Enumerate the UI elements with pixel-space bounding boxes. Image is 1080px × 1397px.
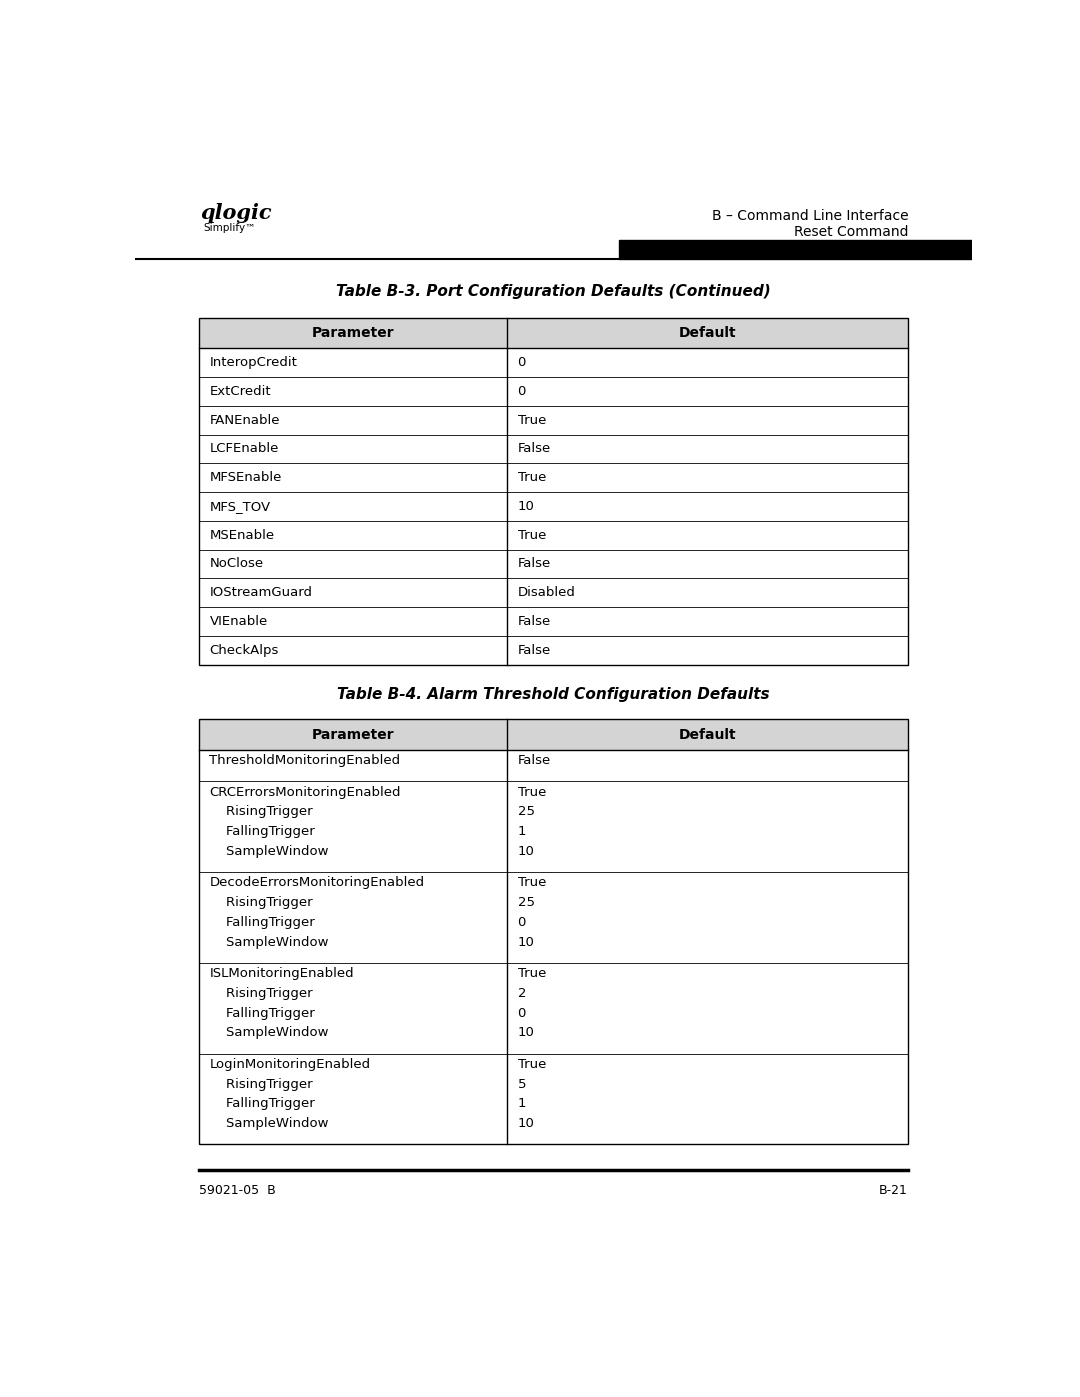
Text: 1: 1 [517, 826, 526, 838]
Bar [200, 319, 907, 348]
Text: CRCErrorsMonitoringEnabled: CRCErrorsMonitoringEnabled [210, 785, 401, 799]
Text: RisingTrigger: RisingTrigger [210, 895, 313, 909]
Text: SampleWindow: SampleWindow [210, 1027, 329, 1039]
Text: VIEnable: VIEnable [210, 615, 268, 629]
Text: 0: 0 [517, 916, 526, 929]
Text: True: True [517, 967, 545, 981]
Text: FallingTrigger: FallingTrigger [210, 916, 315, 929]
Text: Table B-4. Alarm Threshold Configuration Defaults: Table B-4. Alarm Threshold Configuration… [337, 687, 770, 703]
Text: ThresholdMonitoringEnabled: ThresholdMonitoringEnabled [210, 754, 401, 767]
Text: True: True [517, 876, 545, 890]
Text: True: True [517, 414, 545, 426]
Text: MFS_TOV: MFS_TOV [210, 500, 271, 513]
Text: IOStreamGuard: IOStreamGuard [210, 587, 312, 599]
Text: True: True [517, 528, 545, 542]
Text: B – Command Line Interface: B – Command Line Interface [712, 210, 908, 224]
Text: 1: 1 [517, 1098, 526, 1111]
Bar [619, 240, 972, 258]
Text: 0: 0 [517, 356, 526, 369]
Text: SampleWindow: SampleWindow [210, 1118, 329, 1130]
Text: ISLMonitoringEnabled: ISLMonitoringEnabled [210, 967, 354, 981]
Text: Parameter: Parameter [312, 327, 395, 341]
Text: Reset Command: Reset Command [794, 225, 908, 239]
Text: RisingTrigger: RisingTrigger [210, 1077, 313, 1091]
Text: False: False [517, 557, 551, 570]
Text: LCFEnable: LCFEnable [210, 443, 279, 455]
Text: qlogic: qlogic [200, 203, 272, 222]
Text: 25: 25 [517, 805, 535, 819]
Text: 10: 10 [517, 1118, 535, 1130]
Text: 5: 5 [517, 1077, 526, 1091]
Text: False: False [517, 644, 551, 657]
Text: B-21: B-21 [879, 1185, 907, 1197]
Text: FANEnable: FANEnable [210, 414, 280, 426]
Bar [200, 719, 907, 1144]
Text: 25: 25 [517, 895, 535, 909]
Text: InteropCredit: InteropCredit [210, 356, 297, 369]
Text: LoginMonitoringEnabled: LoginMonitoringEnabled [210, 1058, 370, 1071]
Bar [200, 719, 907, 750]
Text: FallingTrigger: FallingTrigger [210, 826, 315, 838]
Text: 10: 10 [517, 500, 535, 513]
Text: True: True [517, 471, 545, 485]
Text: Table B-3. Port Configuration Defaults (Continued): Table B-3. Port Configuration Defaults (… [336, 284, 771, 299]
Text: SampleWindow: SampleWindow [210, 936, 329, 949]
Text: 10: 10 [517, 1027, 535, 1039]
Text: MFSEnable: MFSEnable [210, 471, 282, 485]
Text: Simplify™: Simplify™ [204, 224, 256, 233]
Text: 2: 2 [517, 986, 526, 1000]
Text: False: False [517, 754, 551, 767]
Text: 0: 0 [517, 1007, 526, 1020]
Text: True: True [517, 1058, 545, 1071]
Text: Disabled: Disabled [517, 587, 576, 599]
Bar [200, 319, 907, 665]
Text: 10: 10 [517, 845, 535, 858]
Text: FallingTrigger: FallingTrigger [210, 1098, 315, 1111]
Text: MSEnable: MSEnable [210, 528, 274, 542]
Text: CheckAlps: CheckAlps [210, 644, 279, 657]
Text: FallingTrigger: FallingTrigger [210, 1007, 315, 1020]
Text: ExtCredit: ExtCredit [210, 386, 271, 398]
Text: NoClose: NoClose [210, 557, 264, 570]
Text: 0: 0 [517, 386, 526, 398]
Text: Default: Default [678, 728, 737, 742]
Text: 10: 10 [517, 936, 535, 949]
Text: DecodeErrorsMonitoringEnabled: DecodeErrorsMonitoringEnabled [210, 876, 424, 890]
Text: 59021-05  B: 59021-05 B [200, 1185, 276, 1197]
Text: True: True [517, 785, 545, 799]
Text: SampleWindow: SampleWindow [210, 845, 329, 858]
Text: Parameter: Parameter [312, 728, 395, 742]
Text: RisingTrigger: RisingTrigger [210, 986, 313, 1000]
Text: False: False [517, 615, 551, 629]
Text: False: False [517, 443, 551, 455]
Text: Default: Default [678, 327, 737, 341]
Text: RisingTrigger: RisingTrigger [210, 805, 313, 819]
